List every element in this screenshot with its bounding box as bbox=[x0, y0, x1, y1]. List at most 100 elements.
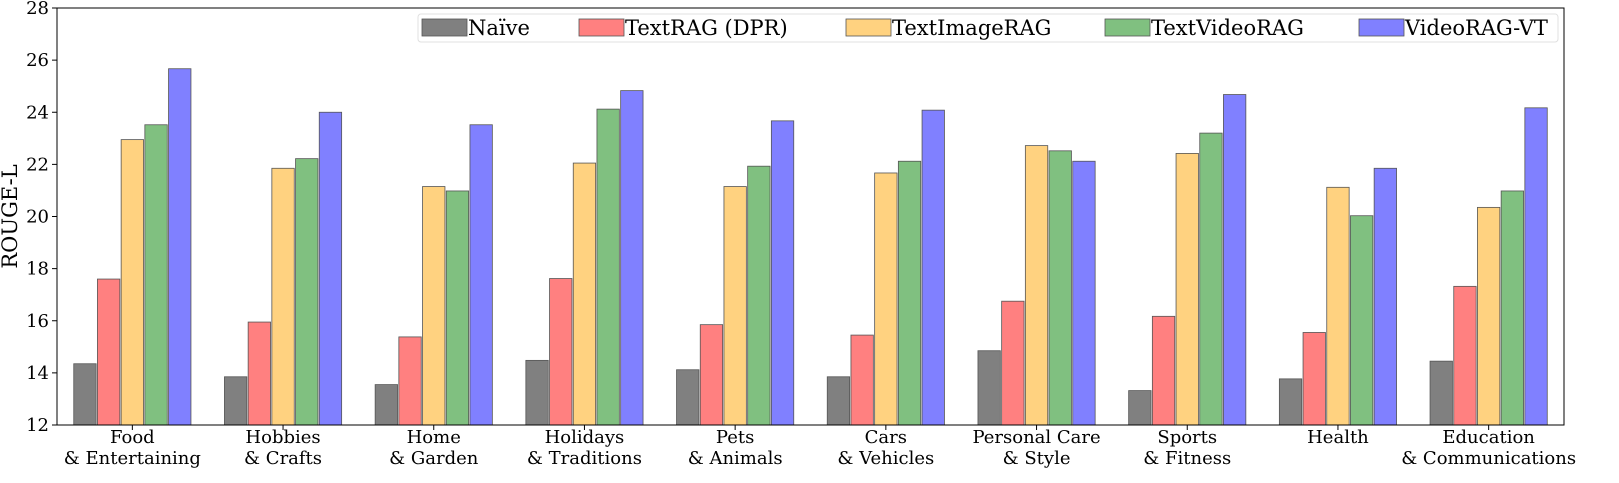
legend-item: TextImageRAG bbox=[845, 16, 1051, 40]
legend-item: TextVideoRAG bbox=[1104, 16, 1304, 40]
plot-frame bbox=[56, 7, 1565, 426]
bar-textrag-dpr--9 bbox=[1453, 285, 1477, 426]
y-tick-label: 20 bbox=[26, 207, 49, 228]
y-tick-label: 24 bbox=[26, 102, 49, 123]
bar-textvideorag-3 bbox=[596, 108, 620, 426]
legend-swatch bbox=[1104, 18, 1151, 37]
x-tick-label: Food bbox=[110, 427, 155, 448]
bar-videorag-vt-3 bbox=[620, 90, 644, 426]
y-tick-label: 22 bbox=[26, 154, 49, 175]
bar-videorag-vt-9 bbox=[1524, 107, 1548, 426]
bar-textrag-dpr--7 bbox=[1151, 315, 1176, 426]
bar-videorag-vt-1 bbox=[318, 111, 343, 426]
bar-textvideorag-1 bbox=[295, 158, 319, 426]
y-tick-label: 14 bbox=[26, 363, 49, 384]
bar-textvideorag-7 bbox=[1199, 132, 1223, 426]
bar-na-ve-9 bbox=[1429, 360, 1453, 426]
bar-textvideorag-9 bbox=[1500, 190, 1524, 426]
bar-na-ve-8 bbox=[1278, 378, 1303, 426]
bar-na-ve-1 bbox=[224, 376, 248, 426]
x-tick-label: & Entertaining bbox=[64, 448, 201, 469]
x-tick-label: Personal Care bbox=[972, 427, 1100, 448]
legend-box bbox=[417, 13, 1559, 43]
y-tick-label: 16 bbox=[26, 311, 49, 332]
bar-videorag-vt-8 bbox=[1373, 167, 1397, 426]
bar-videorag-vt-6 bbox=[1072, 160, 1096, 426]
bar-videorag-vt-5 bbox=[921, 109, 945, 426]
bar-textvideorag-5 bbox=[897, 160, 922, 426]
bar-videorag-vt-4 bbox=[770, 120, 795, 426]
bar-textvideorag-6 bbox=[1048, 150, 1072, 426]
bar-textrag-dpr--8 bbox=[1302, 332, 1326, 426]
bar-textimagerag-2 bbox=[422, 186, 446, 426]
y-tick-label: 18 bbox=[26, 259, 49, 280]
bar-textrag-dpr--2 bbox=[398, 336, 422, 426]
legend-label: Naïve bbox=[468, 16, 530, 40]
x-tick-label: Pets bbox=[716, 427, 754, 448]
bar-na-ve-7 bbox=[1128, 390, 1152, 426]
x-tick-label: & Communications bbox=[1401, 448, 1576, 469]
bar-na-ve-6 bbox=[977, 350, 1001, 426]
legend-item: TextRAG (DPR) bbox=[578, 16, 788, 40]
legend: Naïve TextRAG (DPR) TextImageRAG TextVideoR… bbox=[417, 13, 1559, 43]
x-tick-label: & Vehicles bbox=[837, 448, 934, 469]
legend-label: TextVideoRAG bbox=[1151, 16, 1304, 40]
bar-na-ve-3 bbox=[525, 359, 549, 426]
bar-textrag-dpr--3 bbox=[549, 278, 573, 426]
legend-swatch bbox=[578, 18, 625, 37]
bar-textimagerag-4 bbox=[723, 186, 747, 426]
bar-textvideorag-4 bbox=[747, 165, 771, 426]
x-tick-label: Hobbies bbox=[245, 427, 320, 448]
y-tick-label: 26 bbox=[26, 50, 49, 71]
legend-swatch bbox=[421, 18, 468, 37]
bar-textvideorag-8 bbox=[1350, 215, 1374, 426]
y-axis-title: ROUGE-L bbox=[0, 164, 22, 268]
x-tick-label: Health bbox=[1307, 427, 1369, 448]
legend-label: TextRAG (DPR) bbox=[625, 16, 788, 40]
bar-textrag-dpr--4 bbox=[699, 324, 724, 426]
bar-textrag-dpr--1 bbox=[247, 321, 271, 426]
x-tick-label: Sports bbox=[1157, 427, 1217, 448]
bar-textrag-dpr--0 bbox=[97, 278, 121, 426]
bar-textimagerag-1 bbox=[271, 167, 295, 426]
y-tick-label: 28 bbox=[26, 0, 49, 19]
bar-textimagerag-5 bbox=[874, 172, 898, 426]
x-tick-label: & Fitness bbox=[1143, 448, 1231, 469]
bars bbox=[73, 68, 1548, 426]
x-tick-label: Education bbox=[1442, 427, 1535, 448]
bar-textimagerag-7 bbox=[1175, 153, 1199, 426]
bar-textvideorag-2 bbox=[445, 190, 470, 426]
bar-videorag-vt-2 bbox=[469, 124, 493, 426]
bar-textimagerag-6 bbox=[1024, 145, 1049, 426]
legend-item: Naïve bbox=[421, 16, 530, 40]
bar-textrag-dpr--5 bbox=[850, 334, 874, 426]
bar-na-ve-4 bbox=[676, 369, 700, 426]
bar-na-ve-2 bbox=[374, 384, 398, 426]
y-axis-ticks: 12 14 16 18 20 22 24 26 28 bbox=[26, 0, 57, 436]
x-tick-label: & Crafts bbox=[244, 448, 322, 469]
x-tick-label: Cars bbox=[865, 427, 907, 448]
bar-videorag-vt-7 bbox=[1223, 94, 1247, 426]
bar-videorag-vt-0 bbox=[168, 68, 192, 426]
y-tick-label: 12 bbox=[26, 415, 49, 436]
legend-label: VideoRAG-VT bbox=[1404, 16, 1548, 40]
bar-textvideorag-0 bbox=[144, 124, 168, 426]
legend-label: TextImageRAG bbox=[892, 16, 1051, 40]
x-tick-label: & Style bbox=[1003, 448, 1071, 469]
x-tick-label: Home bbox=[407, 427, 461, 448]
bar-textrag-dpr--6 bbox=[1001, 300, 1025, 426]
x-tick-label: Holidays bbox=[545, 427, 625, 448]
x-tick-label: & Traditions bbox=[527, 448, 642, 469]
bar-na-ve-5 bbox=[826, 376, 851, 426]
x-axis-labels: Food& Entertaining Hobbies& Crafts Home& G… bbox=[64, 425, 1576, 469]
x-tick-label: & Animals bbox=[688, 448, 783, 469]
bar-na-ve-0 bbox=[73, 363, 97, 426]
legend-swatch bbox=[1358, 18, 1405, 37]
bar-textimagerag-9 bbox=[1477, 206, 1501, 426]
bar-textimagerag-3 bbox=[572, 162, 597, 426]
legend-swatch bbox=[845, 18, 892, 37]
x-tick-label: & Garden bbox=[389, 448, 479, 469]
legend-item: VideoRAG-VT bbox=[1358, 16, 1548, 40]
bar-textimagerag-0 bbox=[120, 139, 144, 426]
